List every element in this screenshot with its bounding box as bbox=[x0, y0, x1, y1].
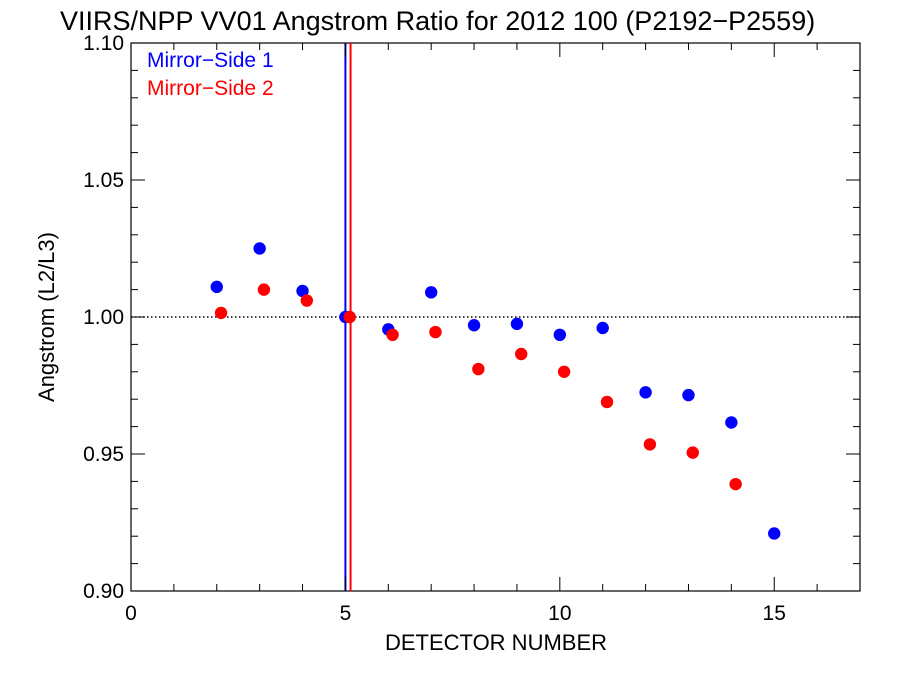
data-point-mirror-side-2 bbox=[343, 310, 356, 324]
y-axis-ticks: 0.90 0.95 1.00 1.05 1.10 bbox=[83, 32, 860, 603]
y-tick-label: 1.00 bbox=[83, 306, 124, 329]
y-axis-label: Angstrom (L2/L3) bbox=[34, 232, 59, 402]
data-point-mirror-side-2 bbox=[600, 395, 614, 409]
data-point-mirror-side-2 bbox=[300, 294, 314, 307]
data-point-mirror-side-1 bbox=[210, 280, 223, 294]
data-point-mirror-side-2 bbox=[214, 306, 228, 320]
data-point-mirror-side-1 bbox=[553, 328, 567, 342]
x-tick-label: 10 bbox=[548, 602, 571, 625]
chart-title: VIIRS/NPP VV01 Angstrom Ratio for 2012 1… bbox=[60, 6, 815, 36]
data-point-mirror-side-2 bbox=[429, 325, 442, 339]
data-point-mirror-side-2 bbox=[386, 328, 399, 342]
x-tick-label: 15 bbox=[763, 602, 786, 625]
data-point-mirror-side-1 bbox=[467, 319, 481, 332]
legend: Mirror−Side 1 Mirror−Side 2 bbox=[147, 49, 274, 100]
x-tick-label: 0 bbox=[125, 602, 137, 625]
legend-entry-mirror-side-2: Mirror−Side 2 bbox=[147, 77, 274, 100]
data-point-mirror-side-1 bbox=[510, 317, 524, 331]
data-point-mirror-side-1 bbox=[424, 286, 438, 299]
plot-area bbox=[130, 42, 861, 592]
data-point-mirror-side-2 bbox=[643, 438, 657, 451]
x-tick-label: 5 bbox=[340, 602, 352, 625]
legend-entry-mirror-side-1: Mirror−Side 1 bbox=[147, 49, 274, 72]
y-tick-label: 0.90 bbox=[83, 580, 124, 603]
data-point-mirror-side-1 bbox=[253, 242, 266, 255]
data-point-mirror-side-2 bbox=[729, 477, 742, 491]
data-point-mirror-side-1 bbox=[596, 321, 609, 335]
x-axis-label: DETECTOR NUMBER bbox=[385, 630, 607, 655]
data-point-mirror-side-1 bbox=[682, 388, 695, 402]
data-point-mirror-side-1 bbox=[296, 284, 309, 298]
y-tick-label: 0.95 bbox=[83, 443, 124, 466]
data-point-mirror-side-2 bbox=[686, 446, 699, 459]
y-tick-label: 1.05 bbox=[83, 169, 124, 192]
data-point-mirror-side-1 bbox=[639, 386, 652, 399]
data-point-mirror-side-2 bbox=[257, 283, 271, 296]
data-point-mirror-side-2 bbox=[472, 362, 485, 376]
data-point-mirror-side-1 bbox=[725, 416, 738, 429]
x-axis-ticks: 0 5 10 15 bbox=[125, 43, 861, 625]
data-point-mirror-side-1 bbox=[768, 527, 781, 540]
data-point-mirror-side-2 bbox=[515, 347, 528, 361]
data-point-mirror-side-2 bbox=[557, 365, 571, 378]
y-tick-label: 1.10 bbox=[83, 32, 124, 55]
